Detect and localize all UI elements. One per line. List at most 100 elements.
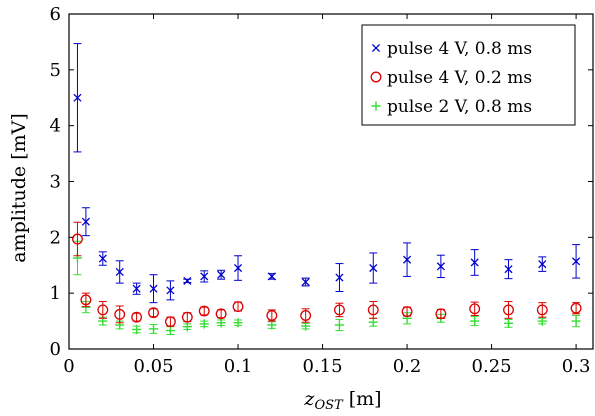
marker-stroke bbox=[301, 277, 310, 287]
marker-stroke bbox=[132, 284, 141, 293]
marker-stroke bbox=[81, 217, 90, 226]
error-bar bbox=[200, 306, 209, 316]
axis-labels: amplitude [mV] zOST [m] bbox=[8, 113, 382, 413]
x-axis-label-sub: OST bbox=[314, 398, 344, 413]
y-tick-label: 6 bbox=[50, 4, 61, 25]
data-point bbox=[232, 301, 244, 313]
marker-stroke bbox=[217, 270, 226, 279]
data-point bbox=[537, 316, 547, 326]
data-point bbox=[165, 325, 176, 336]
marker-stroke bbox=[200, 272, 209, 281]
data-point bbox=[97, 304, 109, 316]
legend-entry-label: pulse 2 V, 0.8 ms bbox=[387, 97, 532, 117]
x-tick-label: 0.05 bbox=[133, 356, 173, 377]
error-bar bbox=[115, 305, 124, 324]
data-point bbox=[198, 305, 210, 317]
data-point bbox=[369, 263, 378, 273]
data-point bbox=[215, 308, 227, 320]
data-point bbox=[216, 318, 226, 328]
legend-marker bbox=[371, 101, 381, 111]
y-axis-label: amplitude [mV] bbox=[8, 113, 30, 263]
marker-stroke bbox=[73, 93, 82, 102]
marker-stroke bbox=[335, 273, 344, 282]
x-tick-label: 0.2 bbox=[393, 356, 422, 377]
x-tick-label: 0.1 bbox=[224, 356, 253, 377]
legend-entry-label: pulse 4 V, 0.2 ms bbox=[387, 68, 532, 88]
marker-stroke bbox=[149, 284, 158, 293]
data-point bbox=[217, 270, 226, 279]
legend-marker bbox=[371, 43, 381, 53]
data-point bbox=[367, 304, 379, 316]
x-axis-label-main: z bbox=[303, 388, 315, 410]
y-tick-label: 0 bbox=[50, 339, 61, 360]
data-point bbox=[131, 311, 143, 323]
data-point bbox=[301, 321, 311, 331]
data-point bbox=[504, 265, 513, 274]
y-tick-label: 4 bbox=[50, 116, 61, 137]
data-point bbox=[114, 308, 126, 320]
marker-stroke bbox=[403, 255, 412, 264]
data-point bbox=[182, 322, 192, 332]
data-point bbox=[115, 267, 124, 277]
series-1 bbox=[73, 43, 581, 304]
x-axis-label-unit: [m] bbox=[343, 388, 382, 410]
data-point bbox=[267, 320, 277, 330]
data-point bbox=[98, 254, 107, 263]
series-layer bbox=[72, 43, 582, 336]
marker-stroke bbox=[572, 257, 581, 266]
error-bar bbox=[98, 301, 107, 319]
legend-marker bbox=[370, 71, 382, 83]
data-point bbox=[436, 262, 445, 271]
x-tick-label: 0.15 bbox=[303, 356, 343, 377]
data-point bbox=[200, 272, 209, 281]
marker-stroke bbox=[371, 43, 381, 53]
data-point bbox=[148, 324, 159, 334]
marker-stroke bbox=[166, 286, 175, 295]
data-point bbox=[233, 318, 243, 328]
data-point bbox=[503, 304, 514, 316]
data-point bbox=[233, 263, 243, 273]
marker-stroke bbox=[436, 262, 445, 271]
data-point bbox=[132, 324, 142, 335]
data-point bbox=[536, 304, 548, 316]
data-point bbox=[81, 217, 90, 226]
marker-stroke bbox=[538, 260, 547, 269]
marker-stroke bbox=[98, 254, 107, 263]
y-tick-label: 1 bbox=[50, 283, 61, 304]
marker-stroke bbox=[504, 265, 513, 274]
error-bar bbox=[572, 302, 581, 315]
series-2 bbox=[72, 221, 582, 328]
data-point bbox=[403, 255, 412, 264]
data-point bbox=[335, 273, 344, 282]
error-bar bbox=[132, 312, 141, 322]
marker-stroke bbox=[267, 272, 276, 281]
data-point bbox=[266, 310, 278, 321]
data-point bbox=[334, 320, 345, 330]
data-point bbox=[148, 307, 159, 319]
data-point bbox=[571, 316, 581, 326]
data-point bbox=[570, 302, 582, 314]
series-3 bbox=[72, 240, 581, 336]
legend-entry-label: pulse 4 V, 0.8 ms bbox=[387, 39, 532, 59]
marker-stroke bbox=[183, 276, 192, 285]
legend-box bbox=[361, 24, 576, 126]
data-point bbox=[503, 318, 514, 328]
y-tick-label: 5 bbox=[50, 60, 61, 81]
data-point bbox=[435, 308, 447, 320]
data-point bbox=[166, 286, 175, 295]
x-tick-label: 0.25 bbox=[472, 356, 512, 377]
data-point bbox=[149, 284, 158, 293]
data-point bbox=[132, 284, 141, 293]
data-point bbox=[538, 260, 547, 269]
legend: pulse 4 V, 0.8 ms pulse 4 V, 0.2 ms pulse … bbox=[361, 24, 576, 126]
x-tick-label: 0 bbox=[63, 356, 74, 377]
data-point bbox=[401, 306, 413, 318]
marker-stroke bbox=[233, 263, 243, 273]
data-point bbox=[72, 233, 83, 245]
error-bar bbox=[149, 308, 158, 318]
error-bar bbox=[267, 309, 276, 322]
data-point bbox=[572, 257, 581, 266]
data-point bbox=[470, 258, 479, 267]
y-tick-label: 3 bbox=[50, 172, 61, 193]
